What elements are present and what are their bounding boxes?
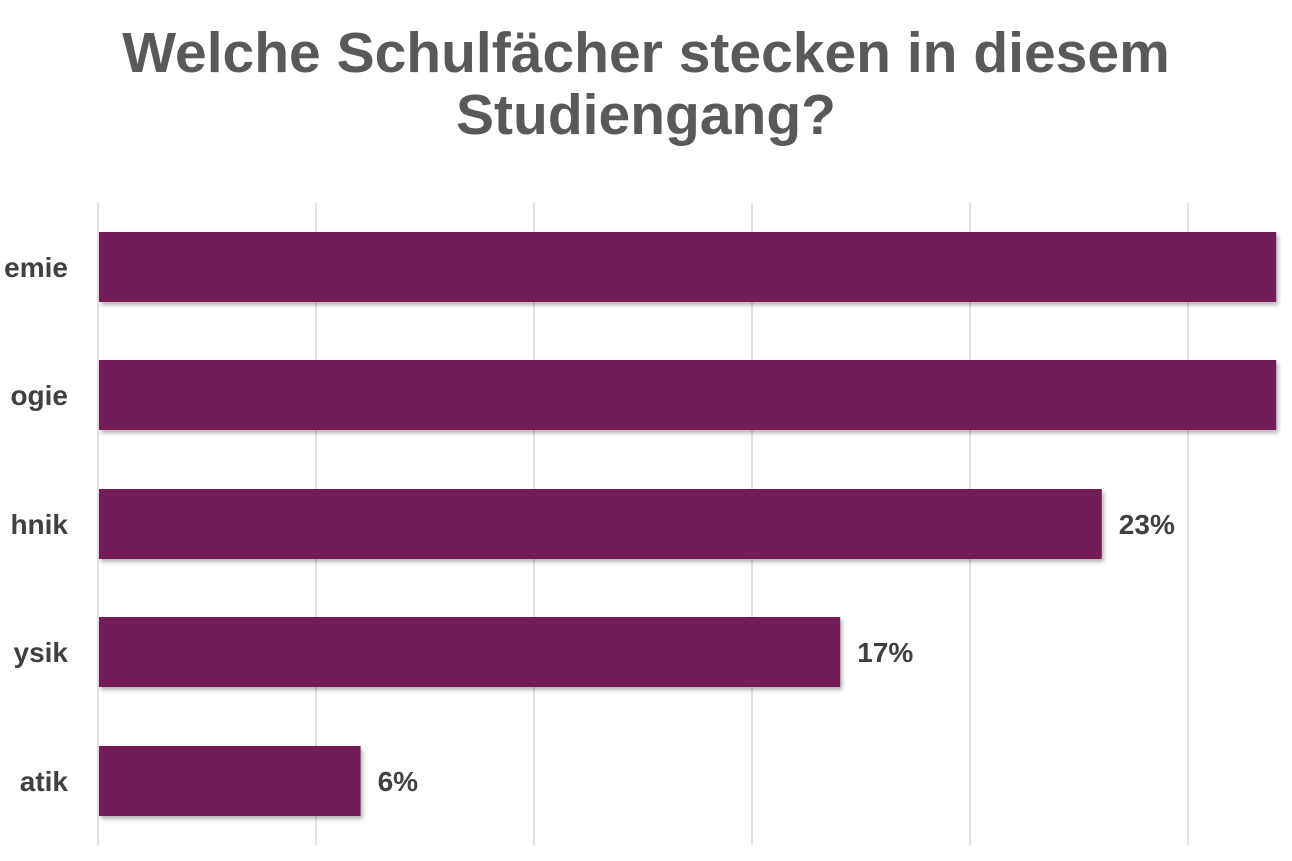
bar	[99, 232, 1277, 302]
category-label: atik	[20, 766, 69, 797]
category-label: emie	[4, 252, 68, 283]
category-label: hnik	[10, 509, 68, 540]
category-label: ysik	[14, 637, 69, 668]
bar	[99, 489, 1102, 559]
bar	[99, 617, 841, 687]
data-label: 6%	[378, 766, 419, 797]
data-label: 17%	[857, 637, 913, 668]
bar	[99, 746, 361, 816]
category-label: ogie	[10, 380, 68, 411]
bar	[99, 360, 1277, 430]
chart-title: Welche Schulfächer stecken in diesem Stu…	[122, 21, 1170, 147]
data-label: 23%	[1119, 509, 1175, 540]
